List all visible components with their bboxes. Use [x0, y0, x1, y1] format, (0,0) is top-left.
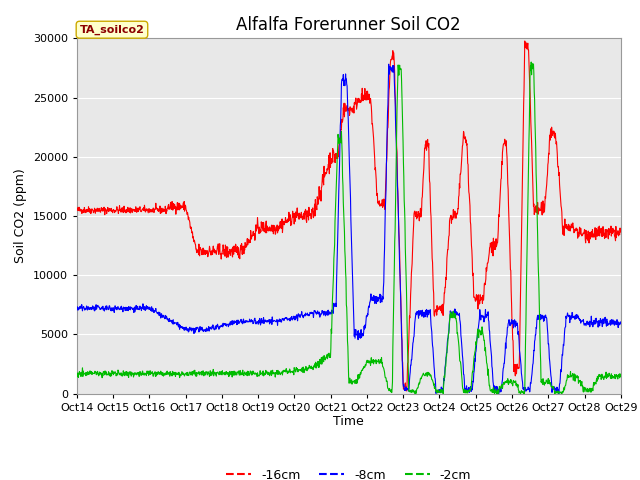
Legend: -16cm, -8cm, -2cm: -16cm, -8cm, -2cm — [221, 464, 476, 480]
X-axis label: Time: Time — [333, 415, 364, 429]
Y-axis label: Soil CO2 (ppm): Soil CO2 (ppm) — [14, 168, 27, 264]
Text: TA_soilco2: TA_soilco2 — [79, 24, 145, 35]
Title: Alfalfa Forerunner Soil CO2: Alfalfa Forerunner Soil CO2 — [237, 16, 461, 34]
